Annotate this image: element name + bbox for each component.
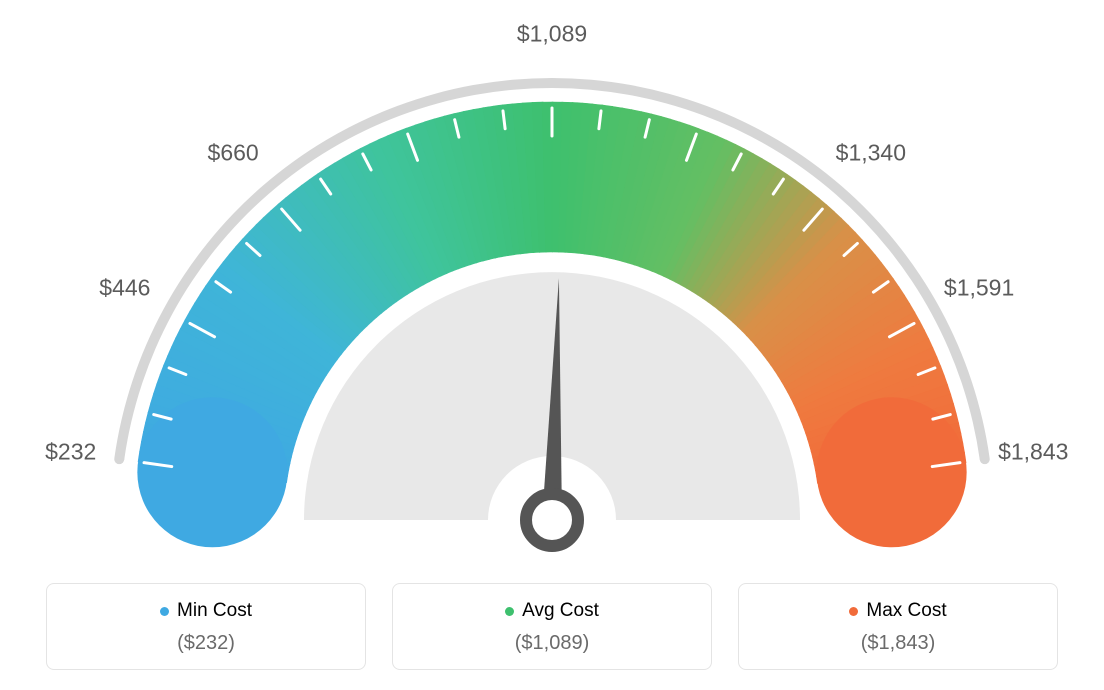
legend-value: ($232)	[57, 632, 355, 655]
legend-label: Max Cost	[866, 600, 946, 622]
gauge-svg	[0, 0, 1104, 560]
legend-value: ($1,089)	[403, 632, 701, 655]
gauge-tick-label: $1,843	[998, 439, 1068, 466]
dot-icon	[849, 607, 858, 616]
gauge-tick-label: $1,089	[517, 21, 587, 48]
gauge-chart: $232 $446 $660 $1,089 $1,340 $1,591 $1,843	[0, 0, 1104, 560]
legend-card-avg: Avg Cost ($1,089)	[392, 583, 712, 670]
gauge-tick-label: $446	[99, 275, 150, 302]
gauge-tick-label: $232	[45, 439, 96, 466]
legend-label: Min Cost	[177, 600, 252, 622]
dot-icon	[160, 607, 169, 616]
gauge-tick-label: $1,591	[944, 275, 1014, 302]
legend-card-min: Min Cost ($232)	[46, 583, 366, 670]
dot-icon	[505, 607, 514, 616]
legend-title-min: Min Cost	[160, 600, 252, 622]
legend-value: ($1,843)	[749, 632, 1047, 655]
legend-row: Min Cost ($232) Avg Cost ($1,089) Max Co…	[0, 583, 1104, 670]
legend-label: Avg Cost	[522, 600, 599, 622]
legend-title-max: Max Cost	[849, 600, 946, 622]
legend-card-max: Max Cost ($1,843)	[738, 583, 1058, 670]
gauge-tick-label: $660	[208, 140, 259, 167]
gauge-tick-label: $1,340	[836, 140, 906, 167]
legend-title-avg: Avg Cost	[505, 600, 599, 622]
